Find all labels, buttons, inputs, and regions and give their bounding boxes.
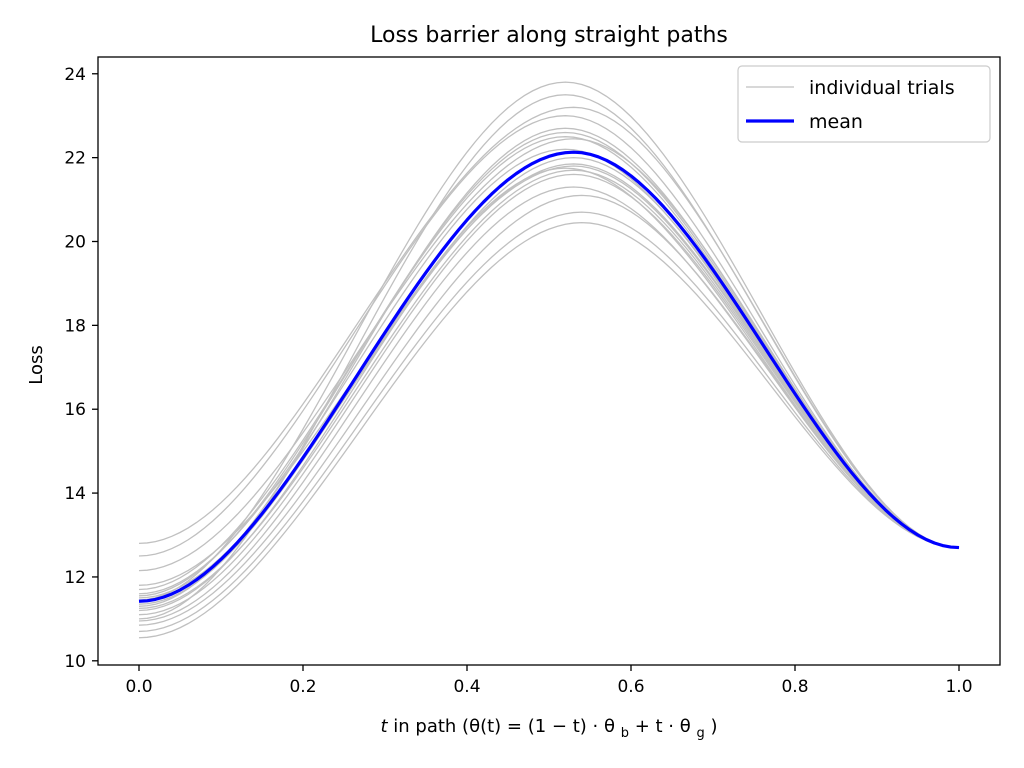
y-axis-label: Loss [26, 345, 47, 384]
x-tick-label-2: 0.4 [453, 677, 480, 697]
trial-line-11 [138, 127, 960, 607]
trial-line-15 [138, 94, 960, 620]
trial-line-1 [138, 211, 960, 633]
y-tick-label-0: 10 [64, 652, 86, 672]
x-tick-label-3: 0.6 [617, 677, 644, 697]
legend-label-trials: individual trials [809, 77, 955, 99]
trial-line-16 [138, 81, 960, 601]
y-tick-label-4: 18 [64, 316, 86, 336]
trial-line-13 [138, 115, 960, 557]
legend-box [737, 65, 991, 143]
trial-line-2 [138, 194, 960, 626]
x-axis-label: t in path (θ(t) = (1 − t) · θ b + t · θ … [380, 716, 717, 742]
y-tick-label-3: 16 [64, 400, 86, 420]
trial-line-4 [138, 173, 960, 616]
x-tick-label-0: 0.0 [125, 677, 152, 697]
legend-label-mean: mean [809, 111, 863, 133]
x-axis: 0.0 0.2 0.4 0.6 0.8 1.0 [125, 665, 973, 697]
y-tick-label-7: 24 [64, 65, 86, 85]
plot-frame [97, 56, 1001, 666]
trial-line-14 [138, 106, 960, 549]
x-axis-label-mid: + t · θ [635, 716, 691, 737]
y-axis: 10 12 14 16 18 20 22 24 [64, 65, 98, 672]
trial-line-18 [138, 156, 960, 612]
trial-line-3 [138, 186, 960, 622]
plot-lines [138, 81, 960, 639]
trial-line-8 [138, 148, 960, 595]
x-tick-label-1: 0.2 [289, 677, 316, 697]
legend: individual trials mean [737, 65, 991, 143]
x-axis-label-sub-g: g [696, 726, 704, 741]
trial-line-12 [138, 138, 960, 572]
trial-line-17 [138, 165, 960, 586]
trial-line-6 [138, 167, 960, 605]
y-tick-label-5: 20 [64, 232, 86, 252]
x-tick-label-4: 0.8 [781, 677, 808, 697]
y-tick-label-2: 14 [64, 484, 86, 504]
x-axis-label-end: ) [710, 716, 717, 737]
x-axis-label-text: in path (θ(t) = (1 − t) · θ [393, 716, 615, 737]
y-tick-label-6: 22 [64, 149, 86, 169]
mean-line [138, 150, 960, 603]
trial-line-0 [138, 221, 960, 639]
chart-title: Loss barrier along straight paths [370, 23, 728, 48]
x-tick-label-5: 1.0 [945, 677, 972, 697]
y-tick-label-1: 12 [64, 568, 86, 588]
trial-line-5 [138, 169, 960, 610]
x-axis-label-var: t [380, 716, 388, 737]
x-axis-label-sub-b: b [621, 726, 629, 741]
